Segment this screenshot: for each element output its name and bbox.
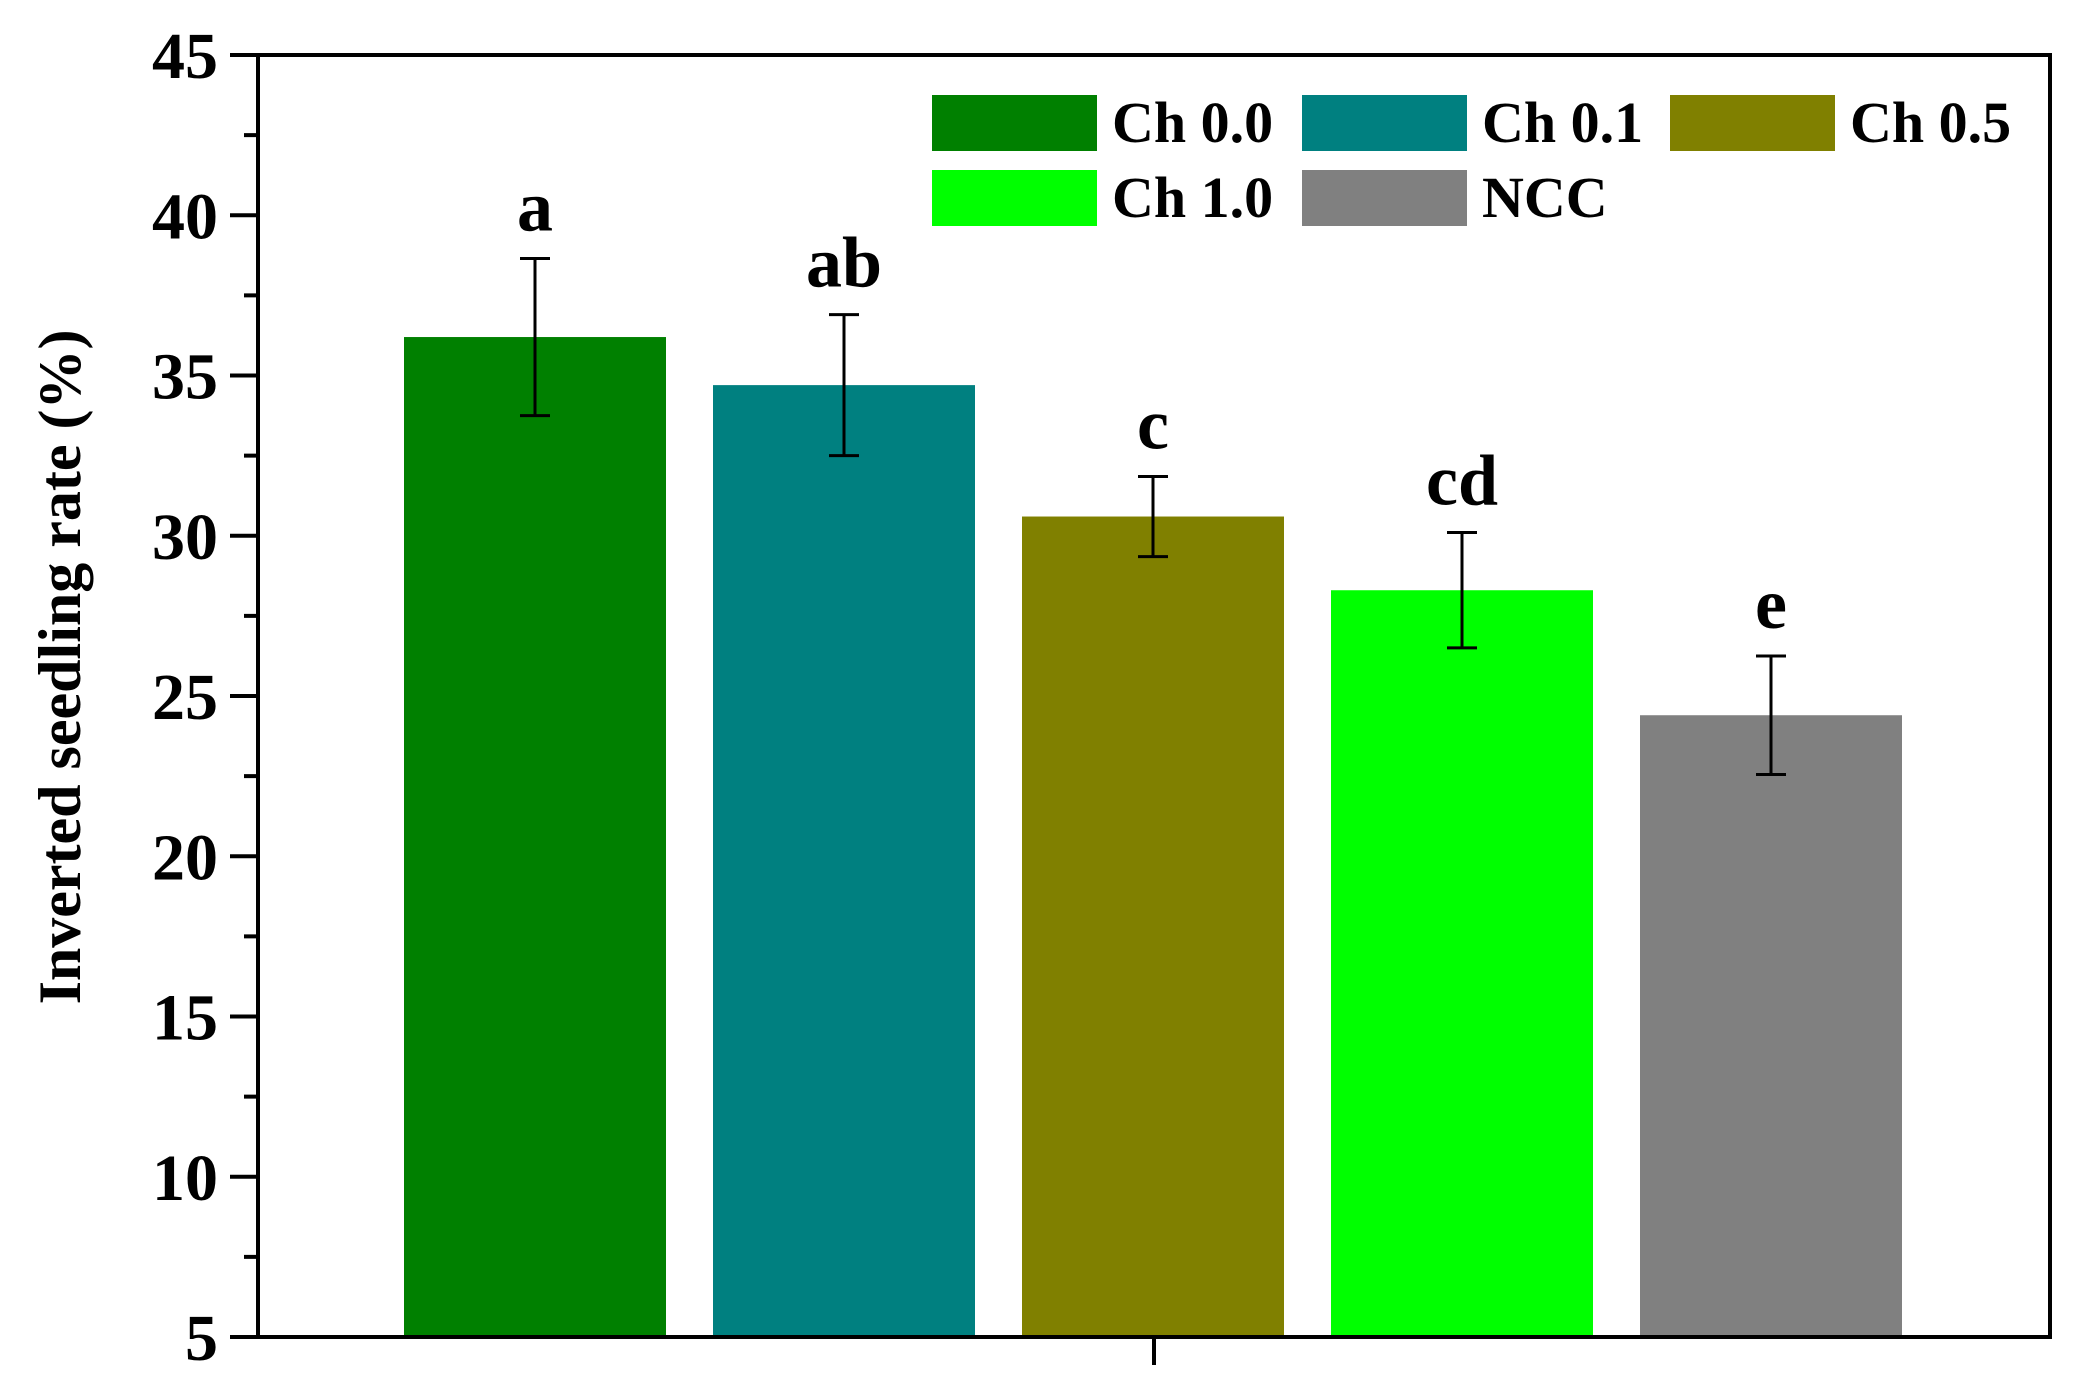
y-axis-title: Inverted seedling rate (%) — [27, 330, 93, 1005]
legend-swatch — [932, 170, 1097, 226]
y-tick-label: 5 — [185, 1302, 218, 1375]
bar-ch-0-0 — [404, 337, 666, 1337]
significance-label: ab — [806, 223, 882, 303]
error-bars — [520, 257, 1786, 777]
y-tick-label: 20 — [152, 821, 218, 894]
significance-label: a — [517, 167, 553, 247]
y-tick-label: 45 — [152, 20, 218, 93]
bar-ch-1-0 — [1331, 590, 1593, 1337]
legend: Ch 0.0 Ch 0.1 Ch 0.5 Ch 1.0 NCC — [932, 90, 2011, 230]
significance-label: cd — [1426, 441, 1498, 521]
legend-swatch — [1302, 95, 1467, 151]
legend-label: Ch 0.1 — [1482, 90, 1643, 155]
bar-ncc — [1640, 715, 1902, 1337]
y-tick-label: 40 — [152, 180, 218, 253]
legend-swatch — [1302, 170, 1467, 226]
y-tick-label: 15 — [152, 982, 218, 1055]
y-tick-label: 25 — [152, 661, 218, 734]
bars — [404, 337, 1902, 1337]
y-axis-ticks: 5 10 15 20 25 30 35 40 45 — [152, 20, 258, 1375]
legend-label: Ch 0.5 — [1850, 90, 2011, 155]
significance-labels: a ab c cd e — [517, 167, 1787, 644]
y-tick-label: 30 — [152, 501, 218, 574]
bar-ch-0-1 — [713, 385, 975, 1337]
legend-label: Ch 0.0 — [1112, 90, 1273, 155]
significance-label: e — [1755, 564, 1787, 644]
bar-ch-0-5 — [1022, 516, 1284, 1337]
y-tick-label: 10 — [152, 1142, 218, 1215]
y-tick-label: 35 — [152, 341, 218, 414]
significance-label: c — [1137, 384, 1169, 464]
legend-label: Ch 1.0 — [1112, 165, 1273, 230]
legend-swatch — [932, 95, 1097, 151]
legend-label: NCC — [1482, 165, 1608, 230]
legend-swatch — [1670, 95, 1835, 151]
